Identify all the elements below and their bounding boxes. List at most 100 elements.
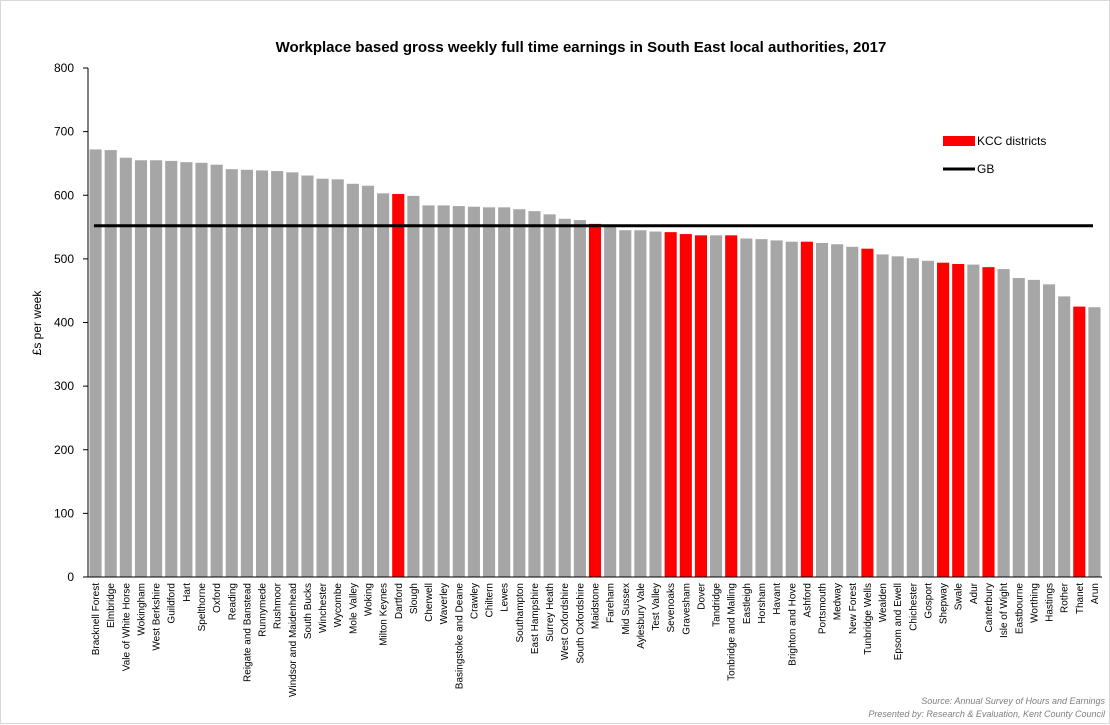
bar (1027, 279, 1040, 577)
x-tick-label: Worthing (1029, 583, 1040, 623)
x-tick-label: Gosport (923, 583, 934, 619)
x-tick-label: Swale (954, 583, 965, 611)
bar (831, 244, 844, 578)
bar (134, 160, 148, 577)
bar (255, 170, 269, 577)
bar (195, 162, 208, 578)
bar (604, 225, 617, 577)
x-tick-label: Maidstone (591, 583, 602, 630)
x-tick-label: West Oxfordshire (560, 583, 571, 660)
bar (452, 206, 465, 577)
bar (165, 160, 178, 577)
bar (679, 234, 692, 577)
bar (861, 248, 874, 577)
x-tick-label: Isle of Wight (999, 583, 1010, 638)
x-tick-label: Arun (1090, 583, 1101, 604)
bar (377, 193, 390, 577)
y-tick-label: 400 (54, 316, 74, 330)
y-tick-label: 300 (54, 379, 74, 393)
bar (770, 240, 783, 578)
bars (89, 149, 1101, 578)
bar (785, 241, 798, 577)
x-tick-label: Eastbourne (1014, 583, 1025, 635)
x-tick-label: Waverley (439, 583, 450, 624)
x-tick-label: West Berkshire (152, 583, 163, 651)
bar (150, 160, 163, 577)
bar (119, 157, 132, 577)
bar (906, 258, 919, 577)
bar (800, 241, 813, 577)
x-tick-label: Chiltern (485, 583, 496, 617)
x-tick-label: Southampton (515, 583, 526, 643)
x-tick-label: Adur (969, 582, 980, 604)
x-tick-label: Reigate and Banstead (242, 583, 253, 682)
bar (846, 246, 859, 578)
x-tick-label: Brighton and Hove (787, 583, 798, 666)
x-tick-label: Ashford (802, 583, 813, 617)
bar (180, 162, 193, 578)
bar (815, 242, 829, 577)
bar (740, 238, 753, 577)
bar (240, 169, 253, 578)
bar (982, 267, 995, 577)
bar (104, 150, 117, 577)
bar (316, 178, 329, 577)
legend-swatch-kcc (943, 136, 975, 146)
presented-note: Presented by: Research & Evaluation, Ken… (868, 709, 1106, 719)
bar (89, 149, 102, 577)
x-tick-label: Shepway (939, 583, 950, 624)
bar (967, 264, 980, 577)
bar (225, 169, 238, 577)
bar (543, 214, 556, 577)
x-tick-label: Mid Sussex (621, 583, 632, 635)
x-tick-label: South Bucks (303, 583, 314, 639)
source-note: Source: Annual Survey of Hours and Earni… (921, 696, 1105, 706)
x-tick-label: Rushmoor (273, 582, 284, 629)
y-tick-label: 100 (54, 506, 74, 520)
bar (588, 223, 602, 577)
x-tick-label: Bracknell Forest (91, 583, 102, 655)
x-tick-label: Elmbridge (106, 583, 117, 628)
bar (573, 220, 586, 577)
bar (921, 260, 935, 577)
y-axis-label: £s per week (30, 290, 44, 356)
x-tick-label: Hart (182, 583, 193, 602)
bar (301, 175, 314, 577)
x-tick-label: Runnymede (258, 583, 269, 637)
x-tick-label: Crawley (469, 583, 480, 619)
x-tick-label: Tunbridge Wells (863, 583, 874, 655)
x-tick-label: South Oxfordshire (575, 583, 586, 664)
bar (467, 206, 480, 577)
bar (891, 256, 904, 577)
x-tick-label: Medway (833, 583, 844, 620)
legend-label-kcc: KCC districts (977, 134, 1046, 148)
x-tick-label: Thanet (1075, 583, 1086, 614)
x-tick-label: Tonbridge and Malling (727, 583, 738, 681)
bar (286, 172, 299, 577)
x-tick-label: Rother (1060, 582, 1071, 613)
y-tick-label: 600 (54, 188, 74, 202)
x-tick-label: Vale of White Horse (121, 583, 132, 672)
x-tick-label: Aylesbury Vale (636, 583, 647, 649)
y-tick-label: 800 (54, 61, 74, 75)
bar (1088, 307, 1101, 577)
x-tick-label: Sevenoaks (666, 583, 677, 632)
x-tick-label: East Hampshire (530, 583, 541, 655)
bar (952, 263, 965, 577)
x-tick-label: Basingstoke and Deane (454, 583, 465, 690)
category-labels: Bracknell Forest Elmbridge Vale of White H… (91, 582, 1101, 697)
x-tick-label: Dover (696, 582, 707, 609)
bar (558, 218, 571, 578)
x-tick-label: Portsmouth (818, 583, 829, 634)
bar (407, 195, 420, 577)
x-tick-label: Mole Valley (348, 583, 359, 634)
x-tick-label: Oxford (212, 583, 223, 613)
bar (437, 205, 450, 577)
y-tick-label: 0 (67, 570, 74, 584)
bar (997, 269, 1010, 577)
x-tick-label: Dartford (394, 583, 405, 619)
bar (664, 232, 677, 577)
x-tick-label: Tandridge (712, 583, 723, 627)
axes (87, 68, 1102, 578)
